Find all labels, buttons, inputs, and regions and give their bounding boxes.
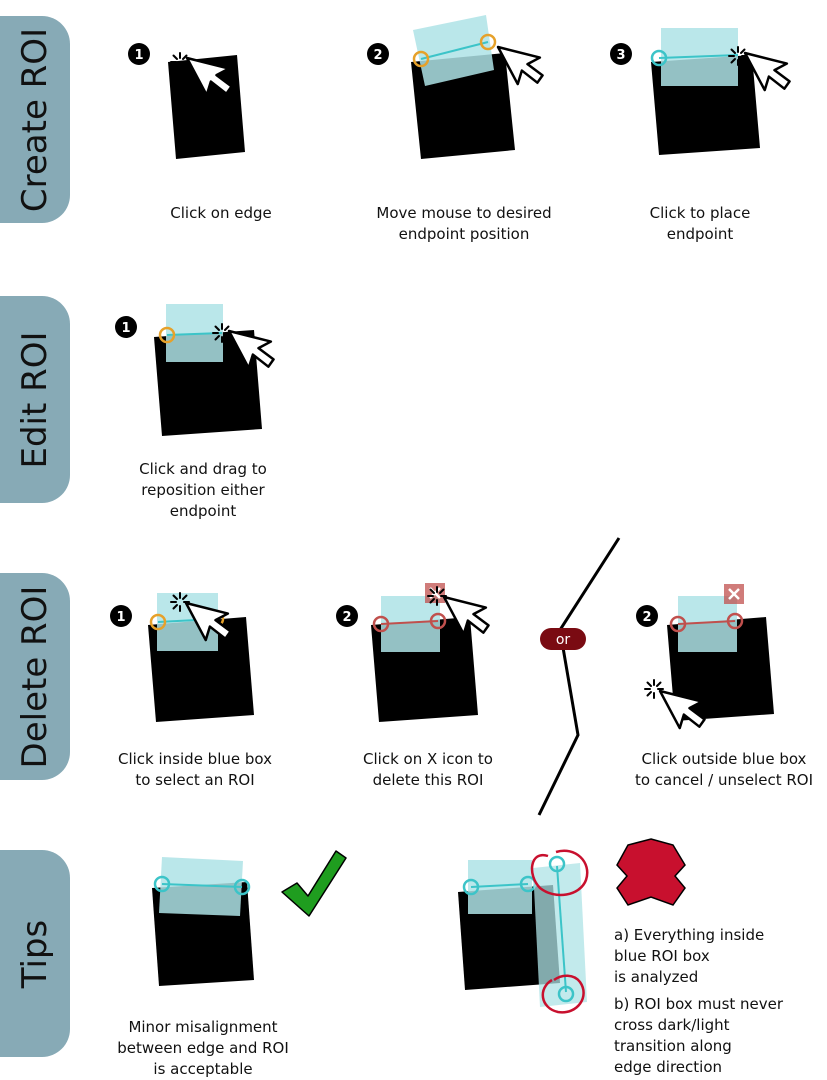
caption-create-2: Move mouse to desired endpoint position bbox=[376, 204, 552, 243]
roi-line-crossing bbox=[556, 865, 567, 993]
roi-line bbox=[161, 883, 243, 888]
click-sparkle-icon bbox=[644, 679, 664, 699]
caption-delete-2b: Click outside blue box to cancel / unsel… bbox=[634, 750, 813, 789]
step-badge-delete-2a: 2 bbox=[336, 605, 358, 627]
tip-note-a: a) Everything inside blue ROI box is ana… bbox=[614, 926, 765, 986]
endpoint-handle bbox=[158, 326, 176, 344]
roi-box bbox=[468, 860, 532, 914]
roi-box-crossing bbox=[533, 863, 587, 1007]
delete-step-1: 1 bbox=[110, 586, 254, 722]
roi-box bbox=[381, 596, 440, 652]
tips-bad-example bbox=[458, 838, 686, 1014]
step-badge-create-2: 2 bbox=[367, 43, 389, 65]
endpoint-handle bbox=[233, 878, 251, 896]
divider-line bbox=[537, 537, 621, 816]
checkmark-icon bbox=[281, 850, 347, 917]
cross-icon bbox=[616, 838, 686, 906]
step-number: 3 bbox=[616, 48, 625, 63]
endpoint-handle bbox=[149, 613, 167, 631]
endpoint-handle bbox=[557, 985, 575, 1003]
endpoint-handle bbox=[650, 49, 668, 67]
delete-step-2b: 2 bbox=[636, 584, 774, 737]
roi-line bbox=[420, 41, 489, 60]
roi-line bbox=[677, 620, 736, 625]
step-number: 1 bbox=[121, 321, 130, 336]
create-step-2: 2 bbox=[367, 15, 551, 159]
create-step-1: 1 bbox=[128, 41, 245, 159]
create-step-3: 3 bbox=[610, 28, 798, 155]
endpoint-handle bbox=[153, 875, 171, 893]
step-number: 1 bbox=[116, 610, 125, 625]
step-badge-delete-1: 1 bbox=[110, 605, 132, 627]
delete-step-2a: 2 bbox=[336, 580, 497, 722]
roi-line bbox=[380, 620, 439, 625]
edit-step-1: 1 bbox=[115, 304, 282, 436]
tips-good-example bbox=[152, 850, 347, 986]
step-number: 2 bbox=[342, 610, 351, 625]
tip-note-b: b) ROI box must never cross dark/light t… bbox=[614, 995, 784, 1076]
step-badge-delete-2b: 2 bbox=[636, 605, 658, 627]
caption-tips-good: Minor misalignment between edge and ROI … bbox=[117, 1018, 289, 1078]
problem-highlight-circle bbox=[541, 974, 585, 1014]
step-badge-create-3: 3 bbox=[610, 43, 632, 65]
endpoint-handle bbox=[372, 615, 390, 633]
roi-line bbox=[658, 54, 739, 59]
tab-create-roi: Create ROI bbox=[0, 16, 70, 223]
step-number: 2 bbox=[642, 610, 651, 625]
endpoint-handle bbox=[429, 612, 447, 630]
or-badge bbox=[540, 628, 586, 650]
or-divider: or bbox=[537, 537, 621, 816]
endpoint-handle bbox=[726, 612, 744, 630]
endpoint-handle bbox=[548, 855, 566, 873]
endpoint-handle bbox=[412, 50, 430, 68]
tab-delete-roi: Delete ROI bbox=[0, 573, 70, 780]
tab-edit-roi: Edit ROI bbox=[0, 296, 70, 503]
endpoint-handle bbox=[669, 615, 687, 633]
caption-create-3: Click to place endpoint bbox=[649, 204, 751, 243]
caption-delete-2a: Click on X icon to delete this ROI bbox=[363, 750, 493, 789]
tab-tips: Tips bbox=[0, 850, 70, 1057]
step-badge-create-1: 1 bbox=[128, 43, 150, 65]
endpoint-handle bbox=[479, 33, 497, 51]
step-number: 1 bbox=[134, 48, 143, 63]
roi-box bbox=[678, 596, 737, 652]
caption-create-1: Click on edge bbox=[170, 204, 272, 222]
caption-edit-1: Click and drag to reposition either endp… bbox=[139, 460, 267, 520]
caption-delete-1: Click inside blue box to select an ROI bbox=[118, 750, 272, 789]
step-number: 2 bbox=[373, 48, 382, 63]
or-label: or bbox=[556, 632, 571, 648]
roi-box bbox=[159, 857, 243, 916]
delete-x-icon bbox=[724, 584, 744, 604]
endpoint-handle bbox=[462, 878, 480, 896]
problem-highlight-circle bbox=[530, 849, 589, 897]
roi-line bbox=[470, 883, 529, 888]
step-badge-edit-1: 1 bbox=[115, 316, 137, 338]
